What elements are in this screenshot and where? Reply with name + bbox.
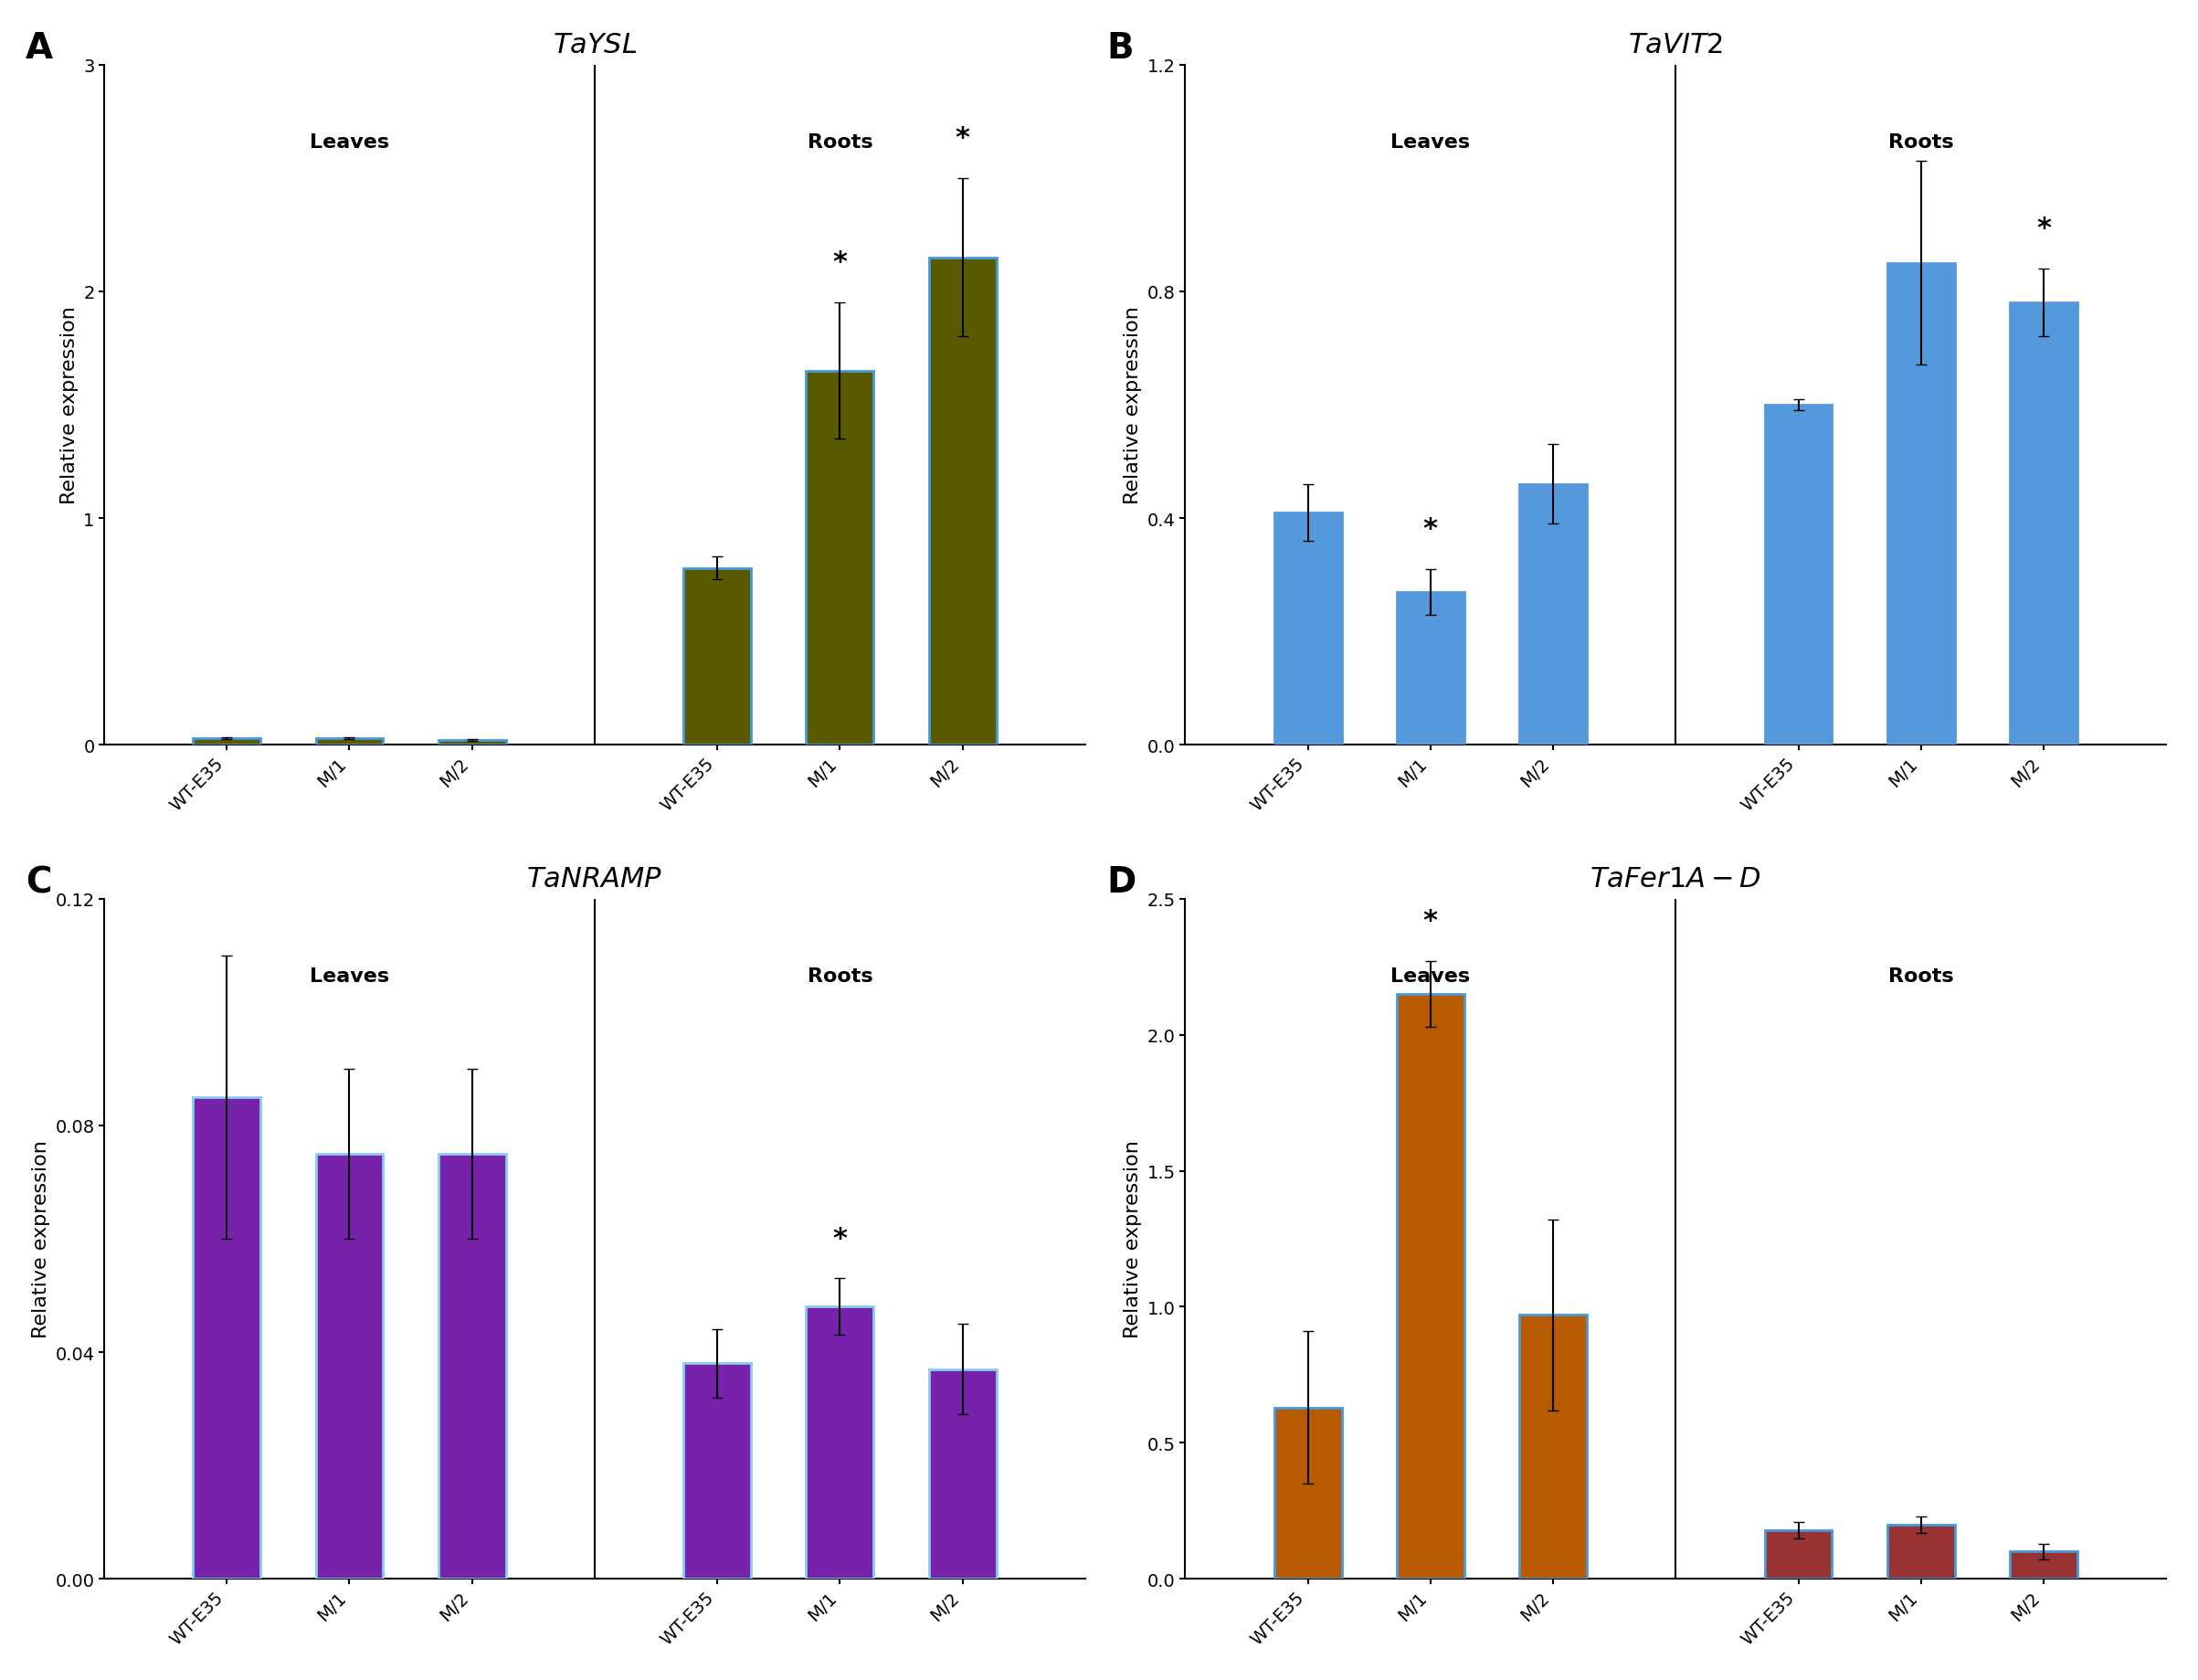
Text: Leaves: Leaves <box>1391 968 1470 984</box>
Text: *: * <box>833 1225 846 1252</box>
Bar <box>317 1154 382 1579</box>
Bar <box>317 739 382 746</box>
Y-axis label: Relative expression: Relative expression <box>31 1141 51 1337</box>
Bar <box>807 371 873 746</box>
Bar <box>1275 1408 1341 1579</box>
Text: *: * <box>1422 516 1437 543</box>
Text: Roots: Roots <box>1888 968 1954 984</box>
Bar <box>684 1364 752 1579</box>
Text: Roots: Roots <box>1888 133 1954 151</box>
Text: *: * <box>833 250 846 276</box>
Y-axis label: Relative expression: Relative expression <box>59 306 79 504</box>
Text: C: C <box>26 865 51 900</box>
Bar <box>930 259 996 746</box>
Text: Roots: Roots <box>807 133 873 151</box>
Bar <box>1888 1524 1954 1579</box>
Bar <box>2009 1552 2077 1579</box>
Bar <box>1519 1315 1587 1579</box>
Title: $\it{TaFer1A-D}$: $\it{TaFer1A-D}$ <box>1589 865 1761 892</box>
Bar <box>437 1154 506 1579</box>
Bar <box>930 1369 996 1579</box>
Text: D: D <box>1108 865 1136 900</box>
Text: *: * <box>956 124 969 151</box>
Text: A: A <box>26 32 53 66</box>
Text: B: B <box>1108 32 1134 66</box>
Text: Leaves: Leaves <box>1391 133 1470 151</box>
Text: Roots: Roots <box>807 968 873 984</box>
Bar <box>1275 512 1341 746</box>
Title: $\it{TaYSL}$: $\it{TaYSL}$ <box>552 32 637 59</box>
Text: Leaves: Leaves <box>310 133 389 151</box>
Y-axis label: Relative expression: Relative expression <box>1123 306 1143 504</box>
Bar <box>1396 593 1464 746</box>
Bar <box>807 1307 873 1579</box>
Bar <box>1396 995 1464 1579</box>
Bar <box>1765 1530 1833 1579</box>
Y-axis label: Relative expression: Relative expression <box>1123 1141 1143 1337</box>
Bar <box>193 1097 259 1579</box>
Title: $\it{TaNRAMP}$: $\it{TaNRAMP}$ <box>528 865 662 892</box>
Bar <box>1519 484 1587 746</box>
Text: *: * <box>1422 907 1437 934</box>
Text: *: * <box>2035 215 2051 242</box>
Title: $\it{TaVIT2}$: $\it{TaVIT2}$ <box>1629 32 1723 59</box>
Bar <box>2009 304 2077 746</box>
Bar <box>684 568 752 746</box>
Bar <box>437 741 506 746</box>
Bar <box>1888 264 1954 746</box>
Text: Leaves: Leaves <box>310 968 389 984</box>
Bar <box>1765 405 1833 746</box>
Bar <box>193 739 259 746</box>
